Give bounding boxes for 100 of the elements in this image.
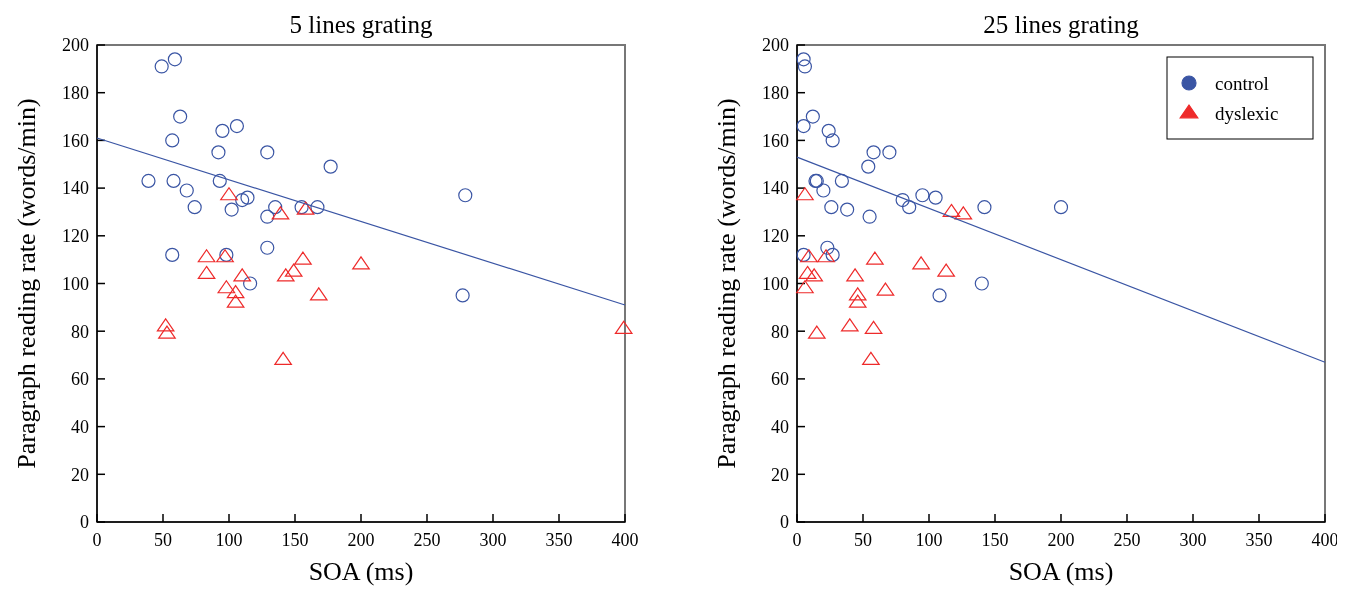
x-tick-label: 100 — [215, 530, 243, 550]
y-tick-label: 180 — [762, 83, 789, 103]
point — [296, 201, 315, 215]
point — [226, 284, 245, 299]
point — [211, 145, 226, 160]
point — [614, 320, 633, 334]
point — [166, 173, 181, 189]
point — [807, 325, 826, 339]
point — [268, 200, 283, 215]
point — [215, 123, 230, 138]
point — [284, 263, 303, 277]
point — [796, 187, 814, 201]
point — [974, 276, 989, 291]
point — [817, 249, 835, 263]
point — [820, 240, 835, 255]
point — [458, 188, 473, 203]
x-tick-label: 350 — [1245, 530, 1273, 550]
x-tick-label: 200 — [347, 530, 375, 550]
y-tick-label: 200 — [62, 35, 89, 56]
point — [942, 203, 961, 218]
point — [866, 251, 884, 265]
point — [796, 247, 811, 262]
chart-title: 5 lines grating — [289, 11, 434, 38]
point — [848, 287, 867, 301]
point — [274, 351, 292, 365]
point — [276, 268, 295, 282]
y-axis-title: Paragraph reading rate (words/min) — [12, 98, 41, 469]
y-tick-label: 100 — [62, 273, 89, 294]
x-tick-label: 300 — [479, 530, 507, 550]
point — [840, 202, 855, 217]
point — [882, 145, 897, 160]
legend-label: dyslexic — [1215, 102, 1279, 124]
point — [310, 200, 325, 215]
point — [154, 59, 169, 74]
point — [796, 52, 811, 67]
point — [864, 320, 883, 334]
point — [805, 268, 824, 282]
point — [824, 200, 839, 215]
point — [165, 133, 180, 148]
x-tick-label: 250 — [1113, 530, 1141, 550]
point — [825, 133, 840, 148]
point — [141, 173, 156, 189]
x-tick-label: 200 — [1047, 530, 1075, 550]
x-tick-label: 400 — [611, 530, 639, 550]
y-tick-label: 40 — [771, 416, 789, 437]
point — [797, 59, 813, 74]
x-tick-label: 50 — [854, 530, 872, 550]
y-tick-label: 180 — [62, 83, 89, 103]
x-tick-label: 150 — [981, 530, 1009, 550]
x-axis-title: SOA (ms) — [308, 557, 414, 586]
point — [212, 173, 227, 189]
point — [260, 209, 275, 224]
point — [240, 190, 255, 205]
y-tick-label: 20 — [71, 464, 89, 485]
point — [796, 280, 814, 294]
point — [197, 249, 216, 263]
point — [895, 192, 910, 208]
point — [235, 192, 250, 208]
point — [912, 256, 930, 270]
y-tick-label: 80 — [771, 321, 789, 342]
point — [165, 247, 180, 262]
point — [309, 287, 328, 301]
legend-label: control — [1215, 72, 1269, 94]
point — [937, 263, 956, 277]
point — [271, 206, 290, 220]
point — [840, 318, 859, 332]
point — [173, 109, 188, 124]
point — [220, 187, 238, 201]
point — [323, 159, 338, 174]
point — [862, 351, 880, 365]
point — [834, 173, 849, 189]
point — [954, 206, 973, 220]
point — [861, 159, 876, 174]
point — [158, 325, 176, 339]
point — [848, 294, 867, 308]
point — [233, 268, 252, 282]
point — [260, 240, 275, 255]
point — [167, 52, 182, 67]
point — [455, 288, 470, 303]
x-axis-title: SOA (ms) — [1008, 557, 1114, 586]
point — [902, 200, 917, 215]
point — [796, 118, 811, 134]
point — [294, 251, 312, 265]
point — [816, 183, 831, 198]
x-tick-label: 0 — [92, 530, 102, 550]
y-tick-label: 100 — [762, 273, 789, 294]
point — [825, 247, 840, 262]
y-tick-label: 60 — [71, 369, 89, 390]
point — [876, 282, 895, 296]
point — [294, 200, 309, 215]
point — [229, 118, 245, 134]
y-tick-label: 0 — [780, 512, 789, 533]
x-tick-label: 250 — [413, 530, 441, 550]
point — [260, 145, 275, 160]
point — [928, 190, 943, 205]
point — [243, 276, 258, 291]
y-tick-label: 120 — [62, 226, 89, 247]
y-tick-label: 200 — [762, 35, 789, 56]
point — [932, 288, 947, 303]
y-tick-label: 140 — [762, 178, 789, 199]
